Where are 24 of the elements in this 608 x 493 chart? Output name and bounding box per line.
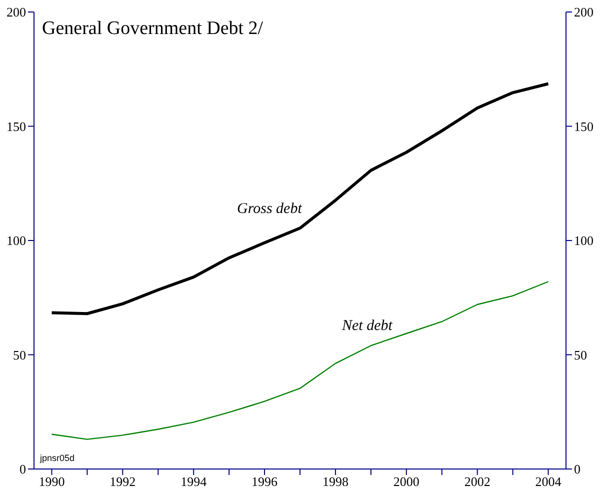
y2-tick-label: 150	[574, 118, 594, 134]
y-tick-label: 200	[6, 4, 26, 20]
x-tick-label: 1992	[110, 474, 136, 490]
line-series	[51, 281, 549, 440]
x-tick-label: 2000	[393, 474, 420, 490]
annotation: Gross debt	[237, 201, 302, 218]
y2-tick-label: 200	[574, 4, 594, 20]
annotation: jpnsr05d	[40, 453, 75, 463]
y-tick-label: 150	[6, 118, 26, 134]
x-tick-label: 2004	[535, 474, 562, 490]
y2-tick-label: 0	[574, 462, 580, 477]
x-tick-label: 1996	[252, 474, 278, 490]
x-tick-label: 1994	[180, 474, 208, 490]
y-tick-label: 100	[6, 233, 26, 248]
x-tick-label: 2002	[464, 474, 490, 490]
y-tick-label: 0	[20, 462, 26, 477]
y2-tick-label: 100	[574, 233, 594, 248]
line-series	[50, 82, 550, 316]
chart-title: General Government Debt 2/	[42, 18, 264, 40]
x-tick-label: 1998	[322, 474, 348, 490]
x-tick-label: 1990	[38, 474, 65, 490]
y-tick-label: 50	[13, 347, 26, 362]
annotation: Net debt	[342, 318, 392, 335]
y2-tick-label: 50	[574, 347, 587, 362]
